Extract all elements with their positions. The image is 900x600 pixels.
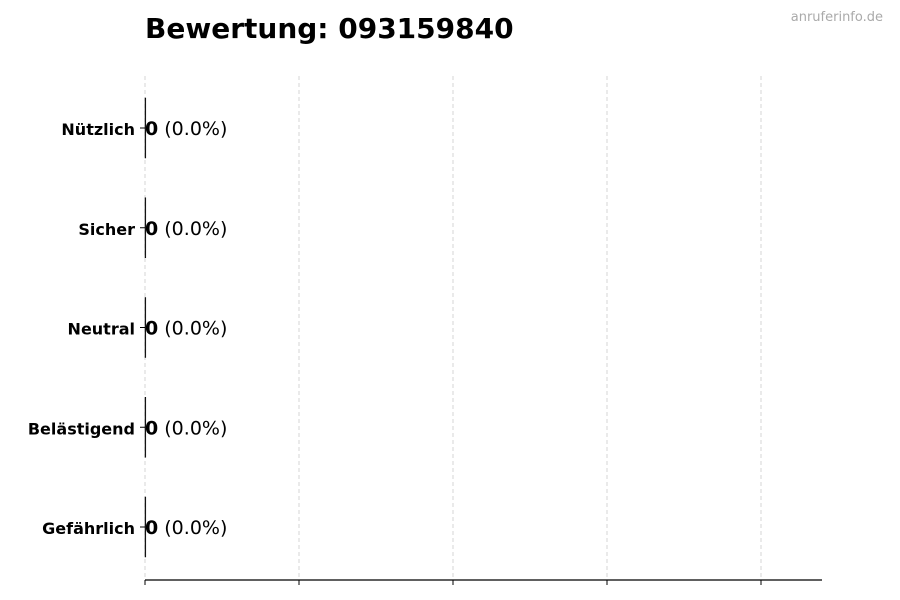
data-label: 0 (0.0%) [145, 517, 227, 539]
percent-label: (0.0%) [158, 318, 227, 340]
count-label: 0 [145, 517, 158, 539]
category-label: Belästigend [28, 419, 135, 438]
category-label: Nützlich [61, 120, 135, 139]
data-label: 0 (0.0%) [145, 218, 227, 240]
count-label: 0 [145, 218, 158, 240]
watermark: anruferinfo.de [790, 10, 883, 25]
category-label: Gefährlich [42, 519, 135, 538]
category-label: Sicher [78, 220, 135, 239]
percent-label: (0.0%) [158, 517, 227, 539]
data-label: 0 (0.0%) [145, 318, 227, 340]
percent-label: (0.0%) [158, 417, 227, 439]
percent-label: (0.0%) [158, 118, 227, 140]
data-label: 0 (0.0%) [145, 118, 227, 140]
count-label: 0 [145, 118, 158, 140]
count-label: 0 [145, 318, 158, 340]
category-label: Neutral [68, 320, 135, 339]
percent-label: (0.0%) [158, 218, 227, 240]
data-label: 0 (0.0%) [145, 417, 227, 439]
count-label: 0 [145, 417, 158, 439]
chart-title: Bewertung: 093159840 [145, 12, 514, 45]
